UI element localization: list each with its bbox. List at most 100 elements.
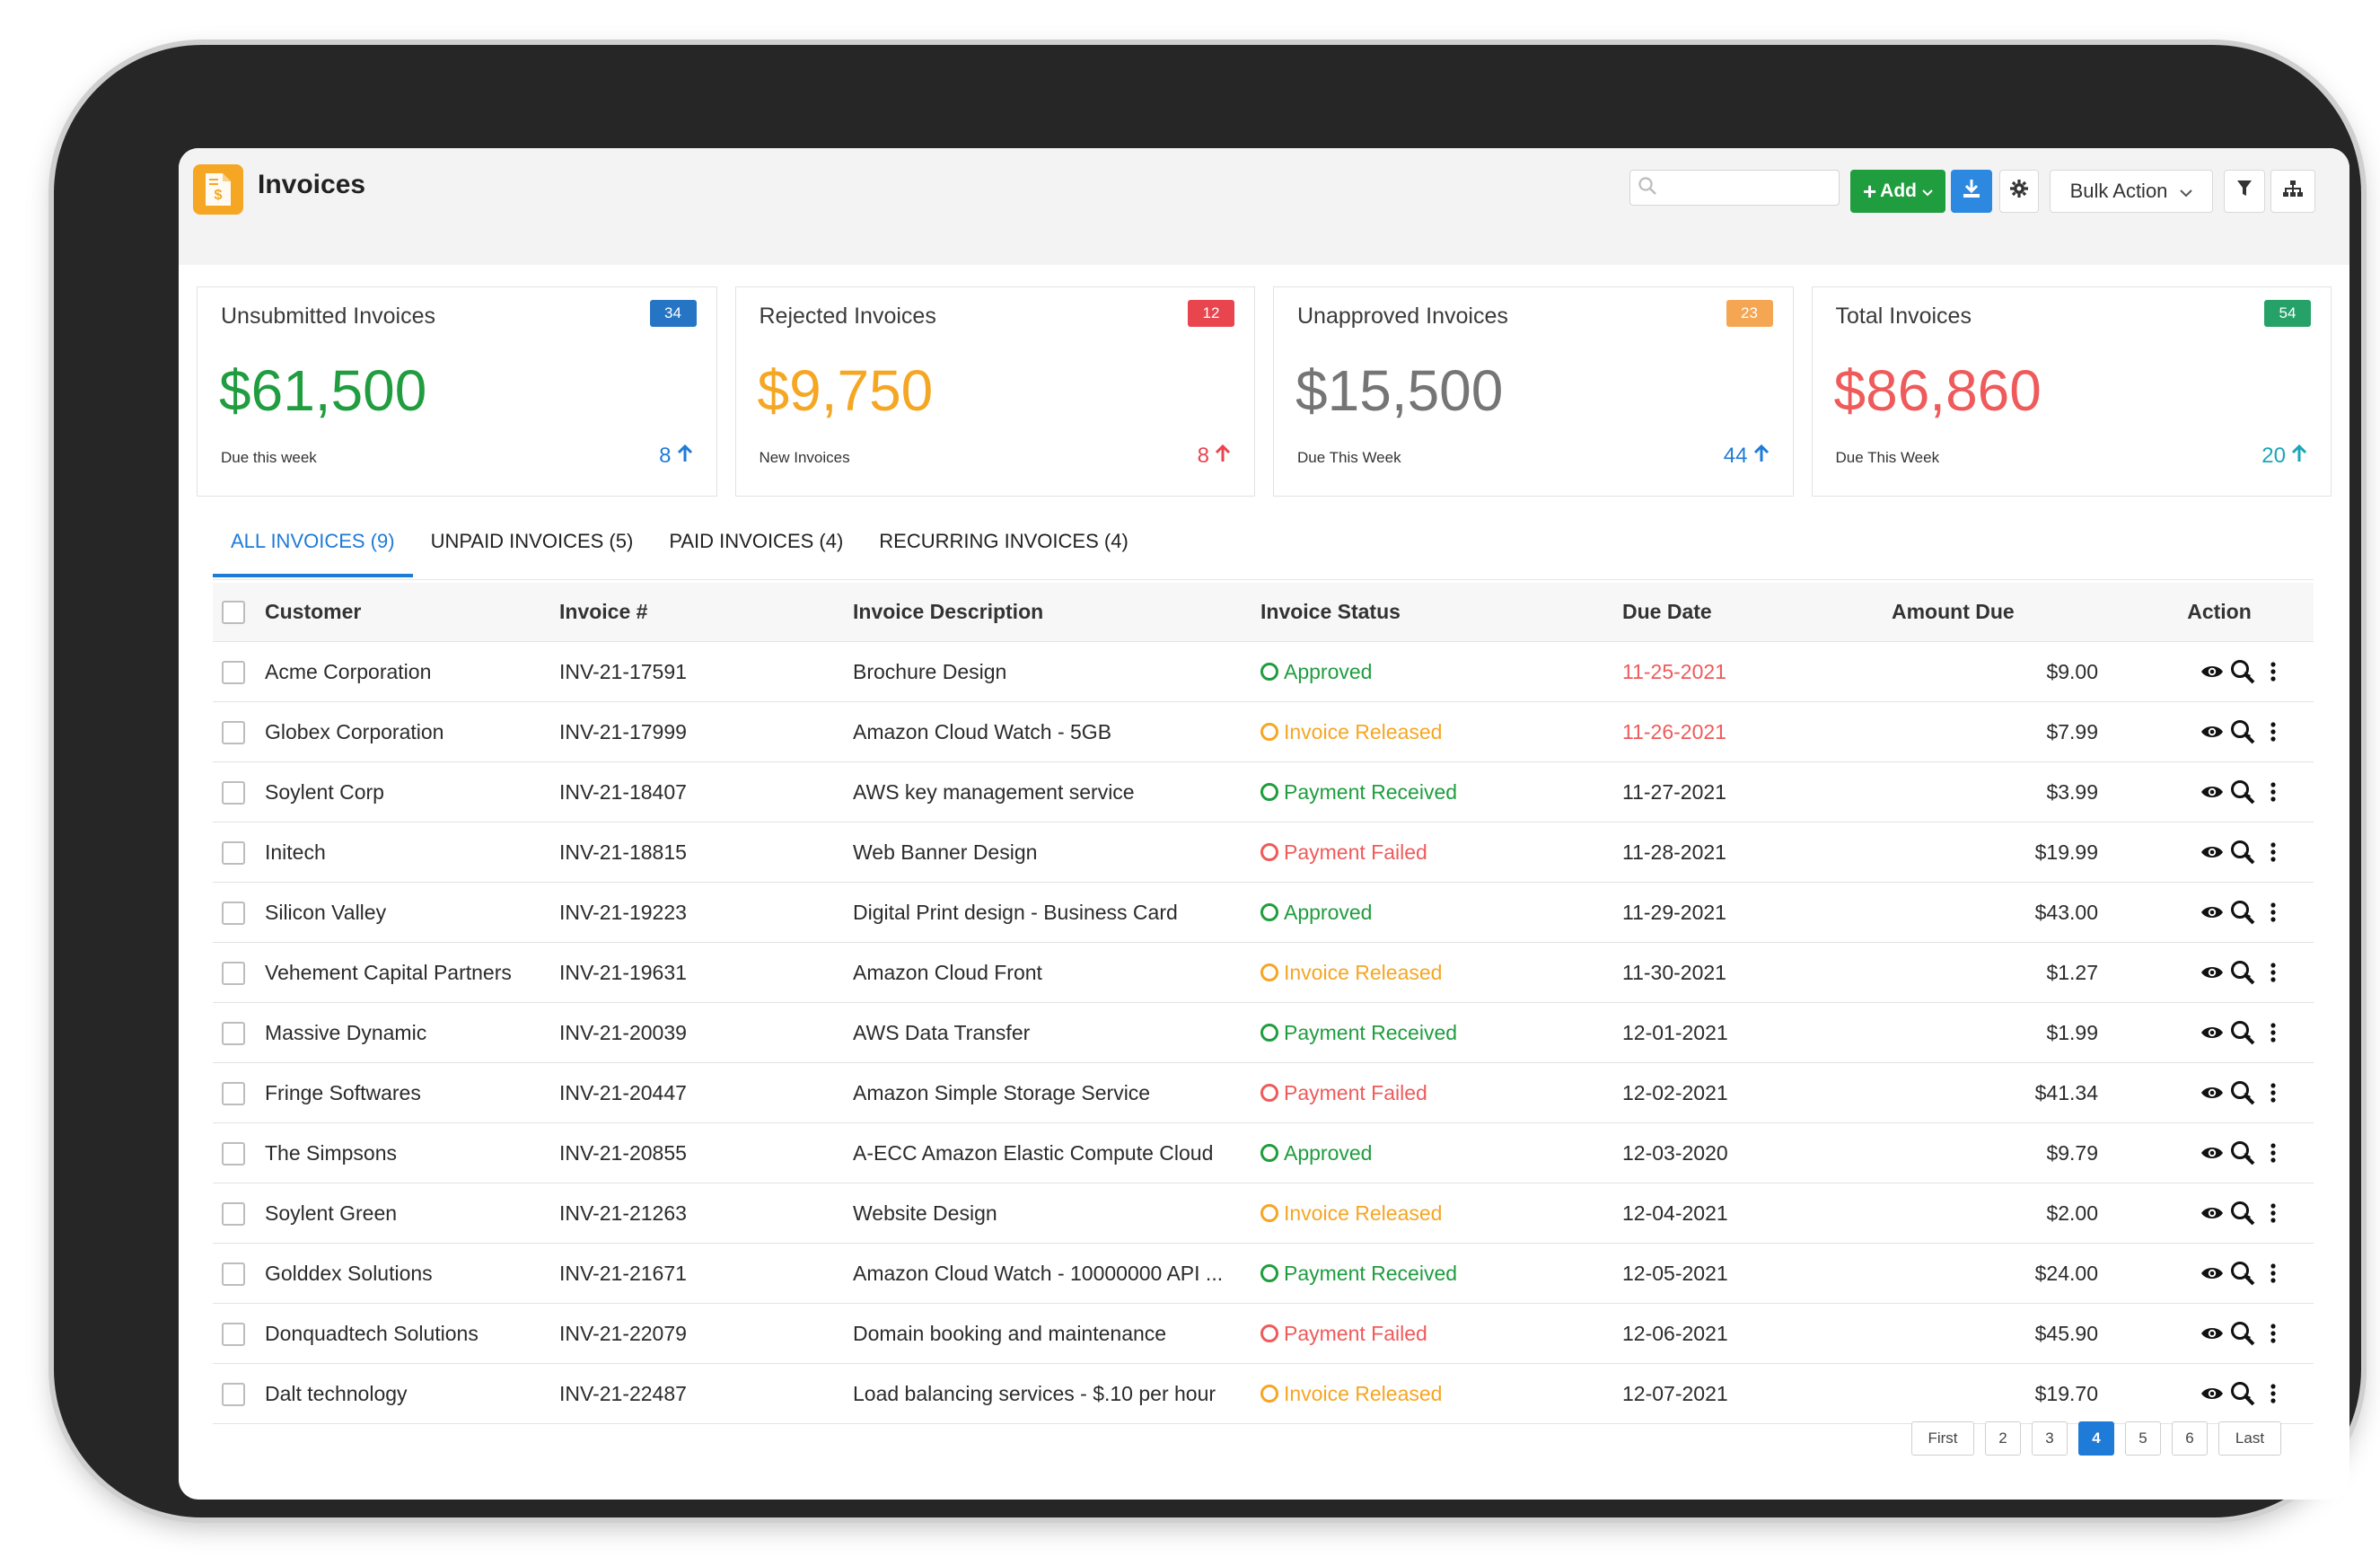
search-detail-icon[interactable] (2227, 1078, 2258, 1108)
table-row[interactable]: Initech INV-21-18815 Web Banner Design Paym… (213, 822, 2314, 883)
eye-icon[interactable] (2197, 1198, 2227, 1228)
search-detail-icon[interactable] (2227, 897, 2258, 928)
header-amount-due[interactable]: Amount Due (1892, 600, 2015, 623)
tab-all-invoices[interactable]: ALL INVOICES (9) (213, 523, 413, 577)
search-detail-icon[interactable] (2227, 1017, 2258, 1048)
table-row[interactable]: Soylent Green INV-21-21263 Website Design I… (213, 1183, 2314, 1244)
row-checkbox[interactable] (222, 901, 245, 925)
header-due-date[interactable]: Due Date (1622, 600, 1712, 623)
page-button-5[interactable]: 5 (2125, 1421, 2161, 1456)
table-row[interactable]: Massive Dynamic INV-21-20039 AWS Data Tran… (213, 1003, 2314, 1063)
more-vertical-icon[interactable] (2258, 837, 2288, 867)
tab-recurring-invoices[interactable]: RECURRING INVOICES (4) (879, 530, 1129, 552)
page-button-first[interactable]: First (1911, 1421, 1974, 1456)
table-row[interactable]: Silicon Valley INV-21-19223 Digital Print … (213, 883, 2314, 943)
page-button-2[interactable]: 2 (1985, 1421, 2021, 1456)
search-detail-icon[interactable] (2227, 777, 2258, 807)
row-checkbox[interactable] (222, 1201, 245, 1226)
page-button-3[interactable]: 3 (2032, 1421, 2068, 1456)
amount-due: $9.79 (2046, 1140, 2098, 1165)
search-detail-icon[interactable] (2227, 717, 2258, 747)
more-vertical-icon[interactable] (2258, 1138, 2288, 1168)
page-button-6[interactable]: 6 (2172, 1421, 2208, 1456)
more-vertical-icon[interactable] (2258, 1258, 2288, 1289)
eye-icon[interactable] (2197, 957, 2227, 988)
row-checkbox[interactable] (222, 1081, 245, 1105)
eye-icon[interactable] (2197, 1258, 2227, 1289)
bulk-action-dropdown[interactable]: Bulk Action (2050, 170, 2213, 213)
header-invoice-number[interactable]: Invoice # (559, 600, 648, 623)
card-trend: 44 (1724, 444, 1770, 469)
settings-button[interactable] (1999, 170, 2039, 213)
add-button[interactable]: + Add (1850, 170, 1945, 213)
search-detail-icon[interactable] (2227, 1378, 2258, 1409)
more-vertical-icon[interactable] (2258, 656, 2288, 687)
eye-icon[interactable] (2197, 837, 2227, 867)
tab-unpaid-invoices[interactable]: UNPAID INVOICES (5) (430, 530, 634, 552)
table-row[interactable]: Golddex Solutions INV-21-21671 Amazon Clou… (213, 1244, 2314, 1304)
rejected-invoices-card[interactable]: Rejected Invoices 12 $9,750 New Invoices 8 (734, 286, 1255, 497)
search-detail-icon[interactable] (2227, 837, 2258, 867)
more-vertical-icon[interactable] (2258, 1078, 2288, 1108)
more-vertical-icon[interactable] (2258, 777, 2288, 807)
row-checkbox[interactable] (222, 1262, 245, 1286)
more-vertical-icon[interactable] (2258, 957, 2288, 988)
row-checkbox[interactable] (222, 780, 245, 805)
page-button-last[interactable]: Last (2218, 1421, 2281, 1456)
row-checkbox[interactable] (222, 1322, 245, 1346)
eye-icon[interactable] (2197, 897, 2227, 928)
total-invoices-card[interactable]: Total Invoices 54 $86,860 Due This Week 20 (1811, 286, 2332, 497)
page-button-4[interactable]: 4 (2078, 1421, 2114, 1456)
download-button[interactable] (1951, 170, 1992, 213)
table-row[interactable]: Donquadtech Solutions INV-21-22079 Domain … (213, 1304, 2314, 1364)
search-detail-icon[interactable] (2227, 1138, 2258, 1168)
search-detail-icon[interactable] (2227, 1258, 2258, 1289)
status-indicator: Invoice Released (1260, 1382, 1622, 1406)
search-box[interactable] (1629, 170, 1840, 206)
row-checkbox[interactable] (222, 840, 245, 865)
tab-paid-invoices[interactable]: PAID INVOICES (4) (669, 530, 844, 552)
search-detail-icon[interactable] (2227, 957, 2258, 988)
table-row[interactable]: Soylent Corp INV-21-18407 AWS key manageme… (213, 762, 2314, 822)
more-vertical-icon[interactable] (2258, 1318, 2288, 1349)
row-checkbox[interactable] (222, 720, 245, 744)
header-invoice-description[interactable]: Invoice Description (853, 600, 1044, 623)
search-detail-icon[interactable] (2227, 656, 2258, 687)
eye-icon[interactable] (2197, 717, 2227, 747)
page-title: Invoices (258, 170, 366, 199)
table-row[interactable]: Acme Corporation INV-21-17591 Brochure Des… (213, 642, 2314, 702)
table-row[interactable]: The Simpsons INV-21-20855 A-ECC Amazon Ela… (213, 1123, 2314, 1183)
eye-icon[interactable] (2197, 1138, 2227, 1168)
eye-icon[interactable] (2197, 1378, 2227, 1409)
customer-name: Golddex Solutions (265, 1261, 433, 1285)
more-vertical-icon[interactable] (2258, 1017, 2288, 1048)
more-vertical-icon[interactable] (2258, 1378, 2288, 1409)
search-detail-icon[interactable] (2227, 1198, 2258, 1228)
eye-icon[interactable] (2197, 1078, 2227, 1108)
more-vertical-icon[interactable] (2258, 1198, 2288, 1228)
row-checkbox[interactable] (222, 1021, 245, 1045)
more-vertical-icon[interactable] (2258, 897, 2288, 928)
filter-button[interactable] (2224, 170, 2265, 213)
unsubmitted-invoices-card[interactable]: Unsubmitted Invoices 34 $61,500 Due this we… (197, 286, 717, 497)
table-row[interactable]: Fringe Softwares INV-21-20447 Amazon Simpl… (213, 1063, 2314, 1123)
row-checkbox[interactable] (222, 961, 245, 985)
eye-icon[interactable] (2197, 777, 2227, 807)
row-checkbox[interactable] (222, 1382, 245, 1406)
eye-icon[interactable] (2197, 656, 2227, 687)
row-checkbox[interactable] (222, 660, 245, 684)
more-vertical-icon[interactable] (2258, 717, 2288, 747)
header-customer[interactable]: Customer (265, 600, 362, 623)
hierarchy-button[interactable] (2270, 170, 2315, 213)
eye-icon[interactable] (2197, 1017, 2227, 1048)
unapproved-invoices-card[interactable]: Unapproved Invoices 23 $15,500 Due This Wee… (1273, 286, 1794, 497)
header-invoice-status[interactable]: Invoice Status (1260, 600, 1401, 623)
table-row[interactable]: Vehement Capital Partners INV-21-19631 Ama… (213, 943, 2314, 1003)
row-checkbox[interactable] (222, 1141, 245, 1166)
search-detail-icon[interactable] (2227, 1318, 2258, 1349)
table-row[interactable]: Dalt technology INV-21-22487 Load balancin… (213, 1364, 2314, 1424)
table-row[interactable]: Globex Corporation INV-21-17999 Amazon Clo… (213, 702, 2314, 762)
select-all-checkbox[interactable] (222, 601, 245, 625)
search-input[interactable] (1663, 177, 1833, 198)
eye-icon[interactable] (2197, 1318, 2227, 1349)
